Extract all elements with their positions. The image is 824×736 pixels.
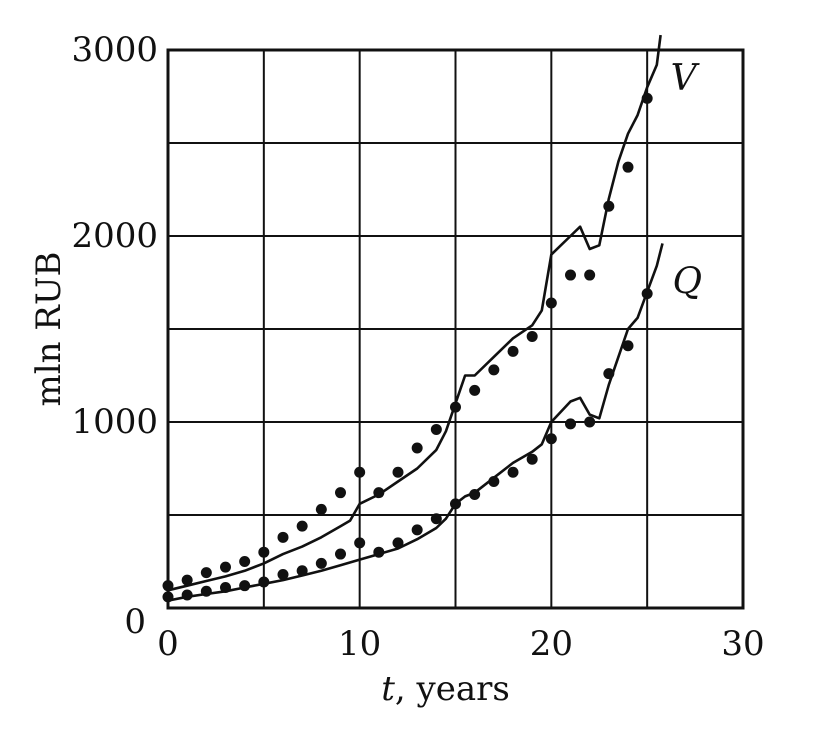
series-q-point — [411, 524, 423, 536]
series-q-point — [239, 580, 251, 592]
series-v-point — [181, 574, 193, 586]
y-tick-label: 1000 — [71, 402, 158, 442]
series-q-point — [469, 489, 481, 501]
series-v-point — [411, 442, 423, 454]
series-q-point — [603, 368, 615, 380]
series-q-point — [315, 557, 327, 569]
series-v-point — [162, 580, 174, 592]
series-label-q: Q — [673, 261, 703, 302]
series-q-point — [526, 453, 538, 465]
series-v-point — [545, 297, 557, 309]
x-tick-label: 10 — [338, 624, 381, 664]
y-axis-title: mln RUB — [29, 251, 69, 406]
series-v-point — [488, 364, 500, 376]
series-v-point — [641, 92, 653, 104]
grid — [168, 50, 743, 608]
series-v-point — [584, 269, 596, 281]
x-tick-label: 20 — [530, 624, 573, 664]
series-q-point — [220, 582, 231, 594]
series-v-point — [200, 567, 212, 579]
series-q-point — [258, 576, 270, 588]
series-v: V — [162, 34, 701, 592]
series-q-point — [296, 565, 308, 577]
series-v-point — [220, 561, 231, 573]
series-v-point — [239, 556, 251, 567]
series-q-point — [181, 589, 193, 601]
series-q-point — [392, 537, 404, 549]
series-q-point — [277, 569, 289, 581]
series-q-point — [373, 546, 385, 558]
series-q-point — [450, 498, 461, 510]
series-v-point — [622, 161, 634, 173]
tick-labels: 0 10 20 30 1000 2000 3000 0 — [71, 30, 764, 664]
series-v-point — [277, 531, 289, 543]
series-v-point — [603, 200, 615, 212]
series-v-point — [296, 520, 308, 532]
x-axis-variable: t — [381, 669, 395, 709]
series-v-point — [507, 345, 519, 357]
series-v-point — [392, 466, 404, 478]
series-v-point — [373, 487, 385, 499]
series-q-point — [488, 476, 500, 488]
plot-frame — [166, 48, 745, 610]
series-v-point — [354, 466, 366, 478]
y-tick-label-origin: 0 — [124, 602, 146, 642]
series-v-point — [335, 487, 346, 499]
series-v-line — [167, 34, 662, 592]
series-q-point — [430, 513, 442, 525]
series-v-point — [450, 401, 461, 413]
series-q-point — [354, 537, 366, 549]
series-q: Q — [162, 243, 703, 603]
series-q-point — [335, 548, 346, 560]
y-tick-label: 3000 — [71, 30, 158, 70]
series-v-point — [430, 423, 442, 435]
series-layer: VQ — [162, 34, 703, 603]
series-label-v: V — [671, 58, 701, 99]
x-axis-title: t, years — [381, 669, 510, 709]
series-v-point — [565, 269, 576, 281]
series-q-point — [545, 433, 557, 445]
x-axis-unit: , years — [395, 669, 510, 709]
series-v-point — [315, 503, 327, 515]
x-tick-label: 30 — [721, 624, 764, 664]
x-tick-label: 0 — [157, 624, 179, 664]
series-q-point — [565, 418, 576, 430]
y-tick-label: 2000 — [71, 216, 158, 256]
series-q-point — [641, 288, 653, 300]
series-v-point — [526, 330, 538, 342]
series-q-point — [584, 416, 596, 428]
series-q-point — [200, 585, 212, 597]
series-q-point — [622, 340, 634, 352]
series-q-point — [162, 591, 174, 603]
series-v-point — [258, 546, 270, 558]
series-q-point — [507, 466, 519, 478]
series-v-point — [469, 384, 481, 396]
